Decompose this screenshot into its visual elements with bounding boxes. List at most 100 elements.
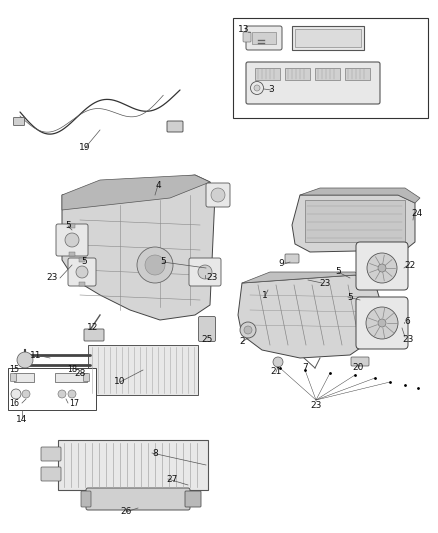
- FancyBboxPatch shape: [68, 258, 96, 286]
- Bar: [233, 18, 428, 118]
- Bar: [55, 373, 87, 382]
- Text: 23: 23: [206, 273, 218, 282]
- Circle shape: [254, 85, 260, 91]
- Text: 24: 24: [411, 208, 423, 217]
- Bar: [285, 68, 310, 80]
- Text: 26: 26: [120, 507, 132, 516]
- Text: 13: 13: [238, 26, 250, 35]
- Circle shape: [11, 389, 21, 399]
- Text: 10: 10: [114, 377, 126, 386]
- Bar: [8, 368, 96, 410]
- Circle shape: [244, 326, 252, 334]
- FancyBboxPatch shape: [41, 467, 61, 481]
- Polygon shape: [242, 272, 375, 283]
- FancyBboxPatch shape: [84, 329, 104, 341]
- Text: 6: 6: [404, 318, 410, 327]
- Text: 5: 5: [65, 222, 71, 230]
- Text: 8: 8: [152, 448, 158, 457]
- Text: 7: 7: [302, 364, 308, 373]
- Bar: [69, 252, 75, 256]
- Bar: [295, 29, 361, 47]
- Text: 23: 23: [310, 400, 321, 409]
- Text: 2: 2: [239, 337, 245, 346]
- FancyBboxPatch shape: [189, 258, 221, 286]
- Text: 4: 4: [155, 181, 161, 190]
- Circle shape: [251, 82, 264, 94]
- Bar: [305, 200, 405, 242]
- Circle shape: [211, 188, 225, 202]
- FancyBboxPatch shape: [56, 224, 88, 256]
- Text: 21: 21: [270, 367, 282, 376]
- FancyBboxPatch shape: [84, 374, 89, 382]
- Circle shape: [366, 307, 398, 339]
- Circle shape: [378, 319, 386, 327]
- FancyBboxPatch shape: [41, 447, 61, 461]
- Bar: [79, 282, 85, 286]
- Polygon shape: [292, 195, 415, 252]
- Text: 28: 28: [74, 369, 86, 378]
- Circle shape: [367, 253, 397, 283]
- Bar: [58, 440, 208, 490]
- Circle shape: [240, 322, 256, 338]
- Polygon shape: [62, 175, 215, 320]
- Circle shape: [273, 357, 283, 367]
- FancyBboxPatch shape: [167, 121, 183, 132]
- Text: 22: 22: [404, 261, 416, 270]
- Text: 17: 17: [69, 399, 79, 408]
- Bar: [345, 68, 370, 80]
- Text: 20: 20: [352, 364, 364, 373]
- FancyBboxPatch shape: [351, 357, 369, 366]
- Circle shape: [137, 247, 173, 283]
- Text: 12: 12: [87, 322, 99, 332]
- Text: 5: 5: [81, 256, 87, 265]
- Circle shape: [17, 352, 33, 368]
- FancyBboxPatch shape: [243, 32, 251, 42]
- Text: 18: 18: [67, 366, 77, 375]
- Text: 14: 14: [16, 416, 28, 424]
- Text: 23: 23: [319, 279, 331, 287]
- Polygon shape: [300, 188, 420, 203]
- FancyBboxPatch shape: [356, 242, 408, 290]
- Text: 11: 11: [30, 351, 42, 359]
- FancyBboxPatch shape: [356, 297, 408, 349]
- Polygon shape: [238, 275, 380, 358]
- Bar: [255, 68, 280, 80]
- FancyBboxPatch shape: [11, 374, 17, 382]
- Bar: [14, 373, 34, 382]
- Circle shape: [58, 390, 66, 398]
- Text: 9: 9: [278, 260, 284, 269]
- Bar: [315, 68, 340, 80]
- FancyBboxPatch shape: [86, 488, 190, 510]
- Polygon shape: [62, 175, 210, 210]
- FancyBboxPatch shape: [81, 491, 91, 507]
- Circle shape: [65, 233, 79, 247]
- Circle shape: [378, 264, 386, 272]
- FancyBboxPatch shape: [185, 491, 201, 507]
- Bar: [79, 258, 85, 262]
- Circle shape: [68, 390, 76, 398]
- Text: 25: 25: [201, 335, 213, 344]
- FancyBboxPatch shape: [198, 317, 215, 342]
- Text: 3: 3: [268, 85, 274, 94]
- FancyBboxPatch shape: [206, 183, 230, 207]
- Text: 5: 5: [160, 257, 166, 266]
- Text: 27: 27: [166, 474, 178, 483]
- Text: 5: 5: [347, 293, 353, 302]
- FancyBboxPatch shape: [246, 26, 282, 50]
- Text: 5: 5: [335, 268, 341, 277]
- Circle shape: [22, 390, 30, 398]
- Circle shape: [145, 255, 165, 275]
- Circle shape: [198, 265, 212, 279]
- FancyBboxPatch shape: [14, 117, 25, 125]
- Bar: [88, 345, 198, 395]
- Circle shape: [76, 266, 88, 278]
- Text: 23: 23: [46, 273, 58, 282]
- FancyBboxPatch shape: [285, 254, 299, 263]
- Bar: [69, 224, 75, 228]
- Bar: [252, 32, 276, 44]
- Text: 19: 19: [79, 143, 91, 152]
- Text: 1: 1: [262, 292, 268, 301]
- Text: 16: 16: [9, 399, 19, 408]
- FancyBboxPatch shape: [246, 62, 380, 104]
- Text: 23: 23: [403, 335, 413, 344]
